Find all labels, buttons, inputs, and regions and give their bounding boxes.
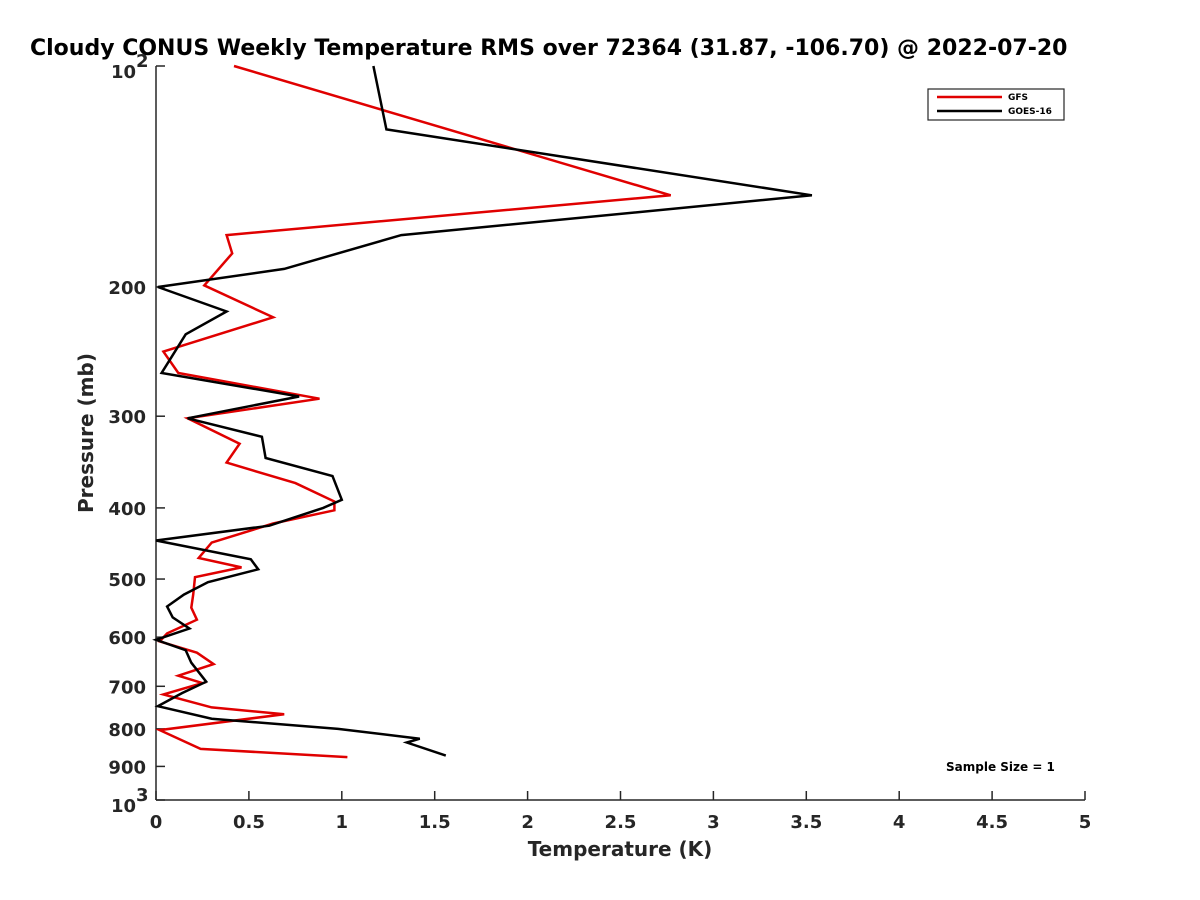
legend: GFS GOES-16 <box>927 88 1065 121</box>
y-tick-label: 600 <box>108 628 146 649</box>
y-axis-label: Pressure (mb) <box>74 353 98 513</box>
y-tick-label: 500 <box>108 570 146 591</box>
plot-lines <box>152 64 813 759</box>
legend-label: GOES-16 <box>1008 107 1052 117</box>
y-tick-exponent: 3 <box>136 785 149 806</box>
y-tick-label: 10 <box>111 796 136 817</box>
y-tick-label: 200 <box>108 278 146 299</box>
y-tick-label: 10 <box>111 62 136 83</box>
legend-label: GFS <box>1008 93 1028 103</box>
sample-size-annotation: Sample Size = 1 <box>946 760 1055 774</box>
x-tick-label: 4 <box>893 812 906 833</box>
x-tick-label: 2 <box>521 812 534 833</box>
y-tick-label: 900 <box>108 757 146 778</box>
x-tick-label: 1 <box>336 812 349 833</box>
y-tick-label: 400 <box>108 499 146 520</box>
x-tick-label: 0 <box>150 812 163 833</box>
y-tick-label: 800 <box>108 720 146 741</box>
x-tick-label: 1.5 <box>419 812 451 833</box>
series-line-goes-16 <box>152 65 813 757</box>
x-tick-label: 3 <box>707 812 720 833</box>
series-line-gfs <box>155 64 672 759</box>
x-tick-label: 3.5 <box>790 812 822 833</box>
y-tick-label: 300 <box>108 407 146 428</box>
chart-title: Cloudy CONUS Weekly Temperature RMS over… <box>30 36 1067 61</box>
y-tick-label: 700 <box>108 677 146 698</box>
x-tick-label: 4.5 <box>976 812 1008 833</box>
legend-box <box>927 88 1065 121</box>
x-tick-label: 0.5 <box>233 812 265 833</box>
y-tick-exponent: 2 <box>136 51 149 72</box>
x-tick-label: 5 <box>1079 812 1092 833</box>
x-tick-label: 2.5 <box>605 812 637 833</box>
axes: 0 0.5 1 1.5 2 2.5 3 3.5 4 4.5 51022003004005006007… <box>108 51 1091 833</box>
x-axis-label: Temperature (K) <box>528 837 713 861</box>
